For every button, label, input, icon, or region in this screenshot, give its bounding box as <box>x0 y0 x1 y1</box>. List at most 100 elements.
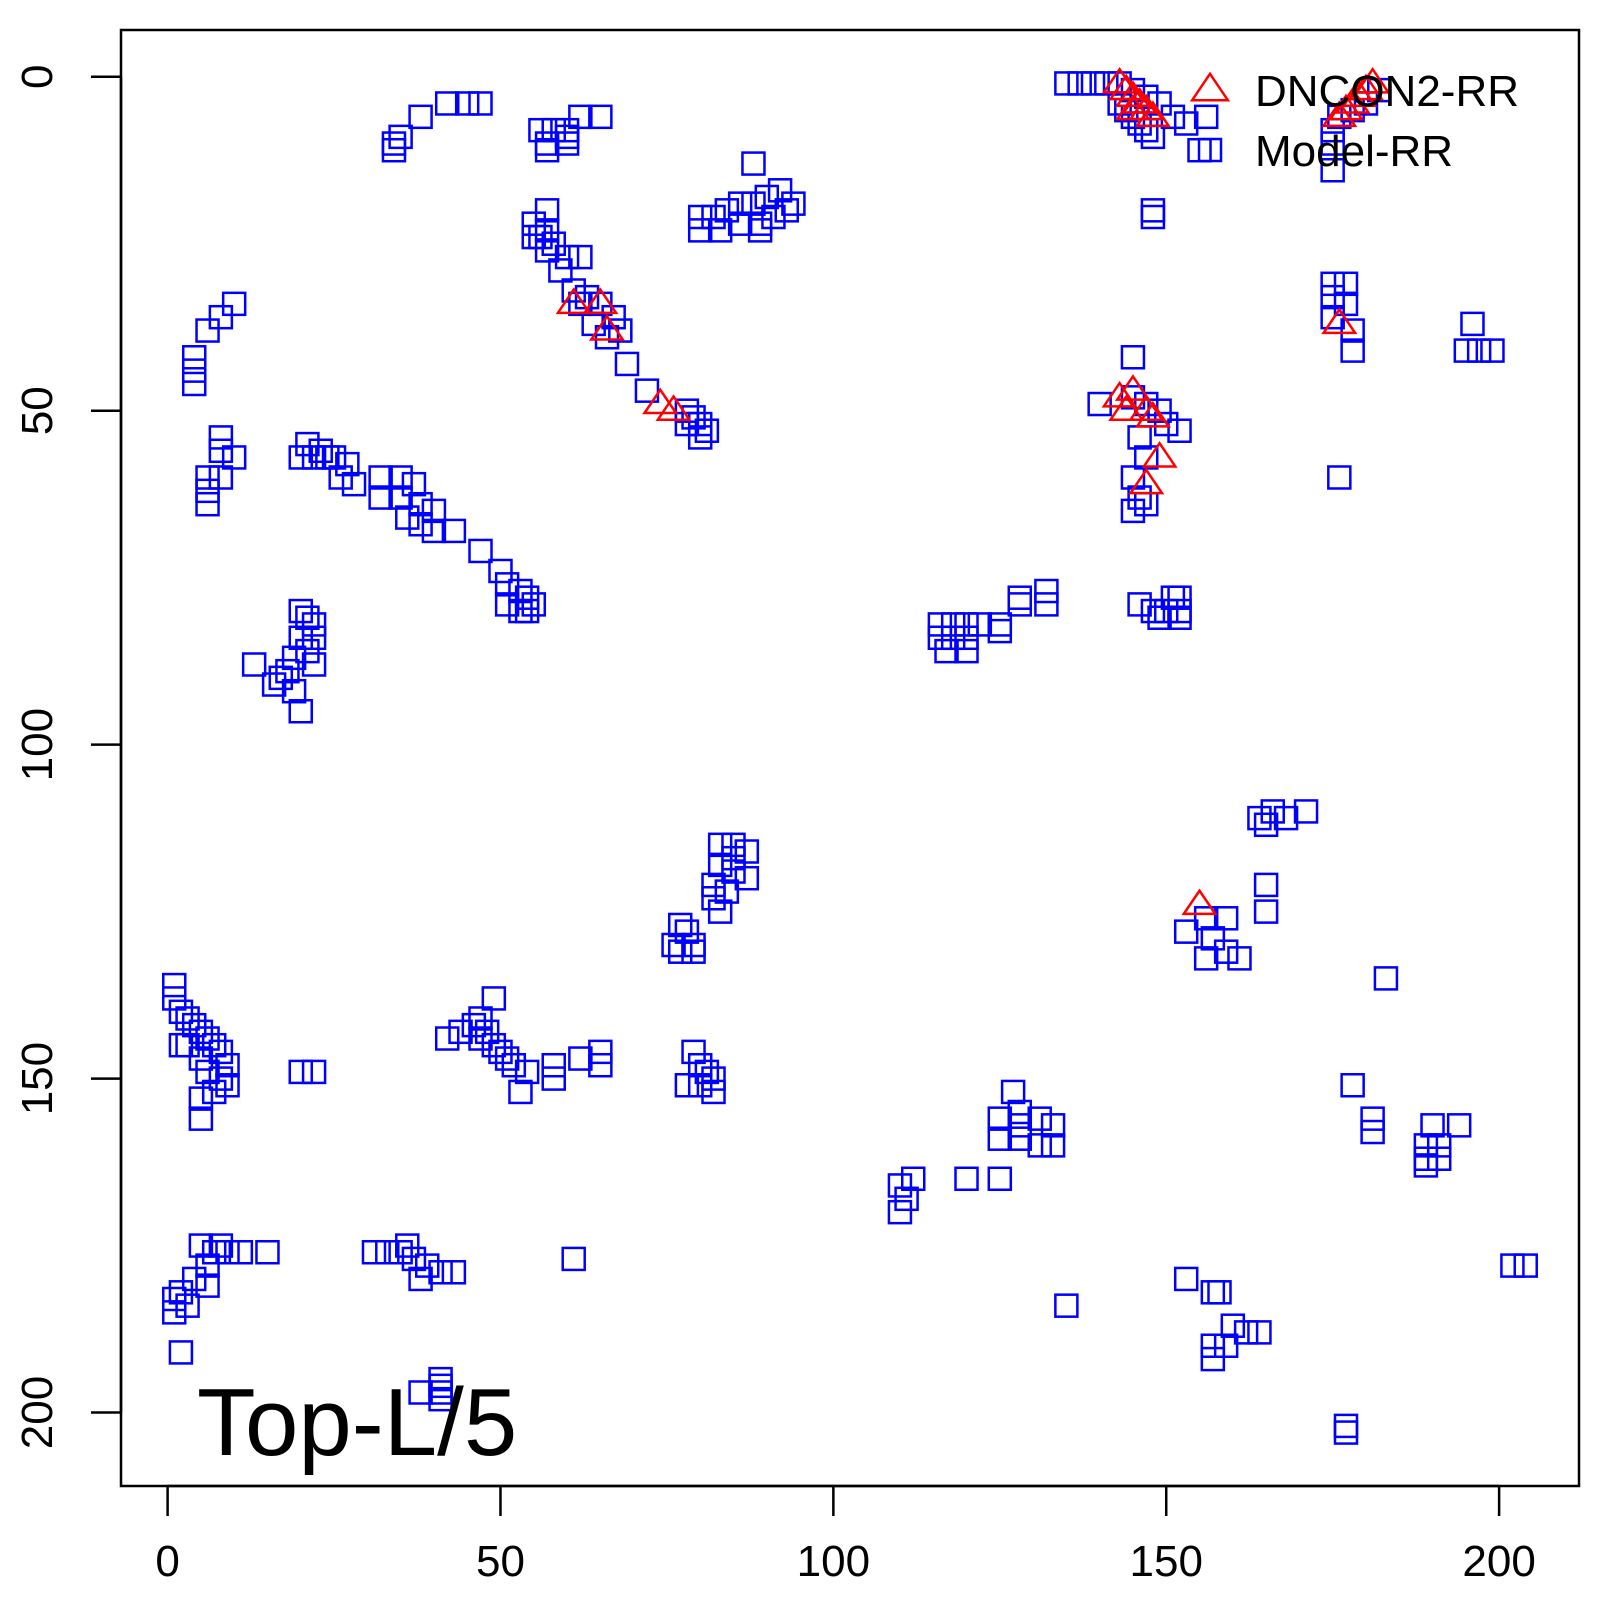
model-rr-point <box>687 425 713 450</box>
model-rr-point <box>408 491 433 517</box>
model-rr-point <box>661 932 686 958</box>
model-rr-point <box>162 986 187 1011</box>
model-rr-point <box>940 625 966 651</box>
model-rr-point <box>1333 1413 1359 1439</box>
model-rr-point <box>927 625 953 651</box>
model-rr-point <box>468 1026 493 1051</box>
model-rr-point <box>434 91 460 116</box>
model-rr-point <box>541 231 566 256</box>
model-rr-point <box>741 191 766 216</box>
model-rr-point <box>1513 1253 1538 1278</box>
model-rr-point <box>315 445 340 470</box>
model-rr-point <box>1034 592 1059 617</box>
model-rr-point <box>608 318 633 343</box>
model-rr-point <box>181 358 207 383</box>
model-rr-point <box>687 1052 713 1078</box>
model-rr-point <box>707 899 733 924</box>
model-rr-point <box>215 1239 240 1265</box>
model-rr-point <box>1173 111 1199 136</box>
model-rr-point <box>521 224 547 250</box>
model-rr-point <box>561 278 586 303</box>
model-rr-point <box>534 198 560 223</box>
model-rr-point <box>927 612 953 637</box>
model-rr-point <box>701 204 726 230</box>
model-rr-point <box>1127 592 1152 617</box>
model-rr-point <box>494 592 520 617</box>
model-rr-point <box>674 411 700 437</box>
model-rr-point <box>514 585 540 610</box>
model-rr-point <box>747 218 773 243</box>
model-rr-point <box>1247 1320 1272 1345</box>
model-rr-point <box>1320 131 1345 156</box>
model-rr-point <box>188 1233 214 1258</box>
model-rr-point <box>448 1019 473 1045</box>
model-rr-point <box>381 131 407 156</box>
model-rr-point <box>401 1246 427 1272</box>
model-rr-point <box>1200 1280 1226 1305</box>
model-rr-point <box>1160 585 1186 610</box>
model-rr-point <box>987 1166 1013 1192</box>
model-rr-point <box>1233 1320 1259 1345</box>
model-rr-point <box>481 986 507 1011</box>
model-rr-point <box>1054 71 1079 96</box>
model-rr-point <box>1213 939 1239 964</box>
model-rr-point <box>707 852 733 878</box>
model-rr-point <box>934 638 959 664</box>
model-rr-point <box>268 665 294 691</box>
model-rr-point <box>1227 946 1252 971</box>
model-rr-point <box>1040 1113 1066 1138</box>
model-rr-point <box>588 104 613 130</box>
x-tick-label: 50 <box>476 1537 525 1586</box>
model-rr-point <box>1153 411 1179 437</box>
model-rr-point <box>1413 1153 1439 1178</box>
model-rr-point <box>554 117 580 143</box>
model-rr-point <box>987 1106 1013 1131</box>
legend-marker-dncon2 <box>1189 71 1231 102</box>
dncon2-rr-point <box>1134 400 1172 428</box>
model-rr-point <box>208 465 234 490</box>
model-rr-point <box>208 1039 234 1065</box>
model-rr-point <box>674 919 700 944</box>
model-rr-point <box>721 845 746 871</box>
model-rr-point <box>588 291 613 317</box>
model-rr-point <box>1320 271 1345 297</box>
model-rr-point <box>494 1046 520 1071</box>
model-rr-point <box>375 1239 400 1265</box>
model-rr-point <box>328 465 353 490</box>
model-rr-point <box>1333 271 1359 297</box>
model-rr-point <box>428 1386 453 1412</box>
model-rr-point <box>368 465 393 490</box>
x-axis: 0 50 100 150 200 <box>155 1484 1536 1586</box>
model-rr-point <box>940 612 966 637</box>
model-rr-point <box>954 625 979 651</box>
model-rr-point <box>228 1239 254 1265</box>
model-rr-point <box>408 1380 433 1405</box>
model-rr-point <box>468 91 493 116</box>
model-rr-point <box>208 425 234 450</box>
model-rr-point <box>195 1059 220 1085</box>
dncon2-rr-point <box>1347 73 1385 101</box>
model-rr-point <box>1140 598 1166 624</box>
model-rr-point <box>295 431 320 457</box>
model-rr-point <box>528 117 553 143</box>
model-rr-point <box>1007 1113 1033 1138</box>
model-rr-point <box>208 438 234 464</box>
model-rr-point <box>667 939 693 964</box>
model-rr-point <box>381 137 407 163</box>
dncon2-rr-point <box>1108 394 1145 421</box>
model-rr-point <box>534 218 560 243</box>
model-rr-point <box>414 1253 440 1278</box>
model-rr-point <box>1213 1333 1239 1358</box>
model-rr-point <box>1193 946 1219 971</box>
model-rr-point <box>162 972 187 998</box>
model-rr-point <box>554 131 580 156</box>
model-rr-point <box>1200 1333 1226 1358</box>
model-rr-point <box>1067 71 1092 96</box>
plot-area <box>162 66 1538 1445</box>
model-rr-point <box>288 445 314 470</box>
model-rr-point <box>1373 966 1399 991</box>
model-rr-point <box>754 184 780 210</box>
model-rr-point <box>441 518 467 544</box>
model-rr-point <box>534 131 560 156</box>
model-rr-point <box>767 178 793 203</box>
